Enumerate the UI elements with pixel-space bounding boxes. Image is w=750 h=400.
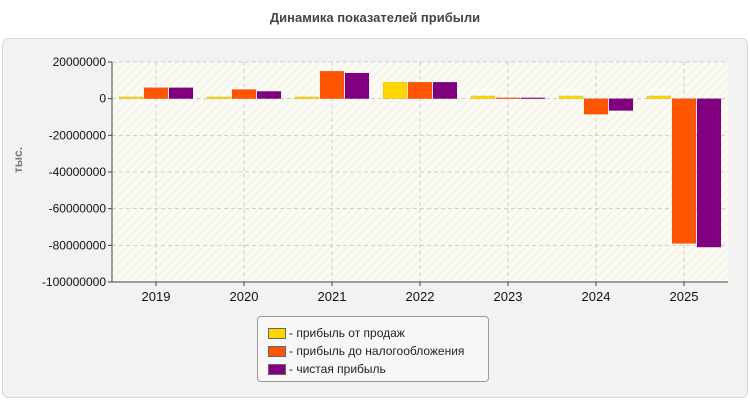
- legend-swatch: [268, 345, 286, 357]
- y-tick-label: -20000000: [49, 128, 107, 142]
- x-tick-labels: 2019 2020 2021 2022 2023 2024 2025: [142, 282, 699, 304]
- chart-title: Динамика показателей прибыли: [269, 10, 481, 25]
- bar: [495, 97, 521, 99]
- y-tick-label: -40000000: [49, 165, 107, 179]
- bar: [231, 89, 257, 99]
- bar: [143, 87, 169, 99]
- y-tick-label: -60000000: [49, 202, 107, 216]
- y-tick-label: 0: [99, 92, 106, 106]
- bars: [118, 70, 722, 248]
- x-tick-label: 2022: [406, 289, 435, 304]
- legend-label: - прибыль до налогообложения: [289, 344, 465, 358]
- legend: - прибыль от продаж - прибыль до налогоо…: [257, 316, 489, 382]
- legend-item-pretax-profit: - прибыль до налогообложения: [268, 342, 488, 360]
- y-tick-labels: 20000000 0 -20000000 -40000000 -60000000 -800…: [42, 55, 112, 289]
- bar: [344, 72, 370, 99]
- x-tick-label: 2024: [582, 289, 611, 304]
- x-tick-label: 2019: [142, 289, 171, 304]
- x-tick-label: 2023: [494, 289, 523, 304]
- x-tick-label: 2025: [670, 289, 699, 304]
- legend-label: - чистая прибыль: [289, 362, 386, 376]
- bar: [558, 95, 584, 99]
- bar: [294, 96, 320, 99]
- bar: [520, 97, 546, 99]
- y-tick-label: 20000000: [53, 55, 107, 69]
- legend-swatch: [268, 363, 286, 375]
- legend-label: - прибыль от продаж: [289, 326, 405, 340]
- bar: [256, 91, 282, 99]
- bar: [696, 98, 722, 248]
- bar: [671, 98, 697, 244]
- bar: [382, 81, 408, 99]
- bar: [407, 81, 433, 99]
- bar: [168, 87, 194, 99]
- bar: [206, 96, 232, 99]
- y-axis-label: тыс.: [11, 147, 25, 173]
- bar: [646, 95, 672, 99]
- legend-swatch: [268, 327, 286, 339]
- legend-item-net-profit: - чистая прибыль: [268, 360, 488, 378]
- bar: [118, 96, 144, 99]
- bar: [470, 95, 496, 99]
- bar: [432, 81, 458, 99]
- bar: [608, 98, 634, 111]
- legend-item-sales-profit: - прибыль от продаж: [268, 324, 488, 342]
- y-tick-label: -80000000: [49, 238, 107, 252]
- bar: [583, 98, 609, 115]
- x-tick-label: 2020: [230, 289, 259, 304]
- y-tick-label: -100000000: [42, 275, 106, 289]
- bar: [319, 70, 345, 99]
- x-tick-label: 2021: [318, 289, 347, 304]
